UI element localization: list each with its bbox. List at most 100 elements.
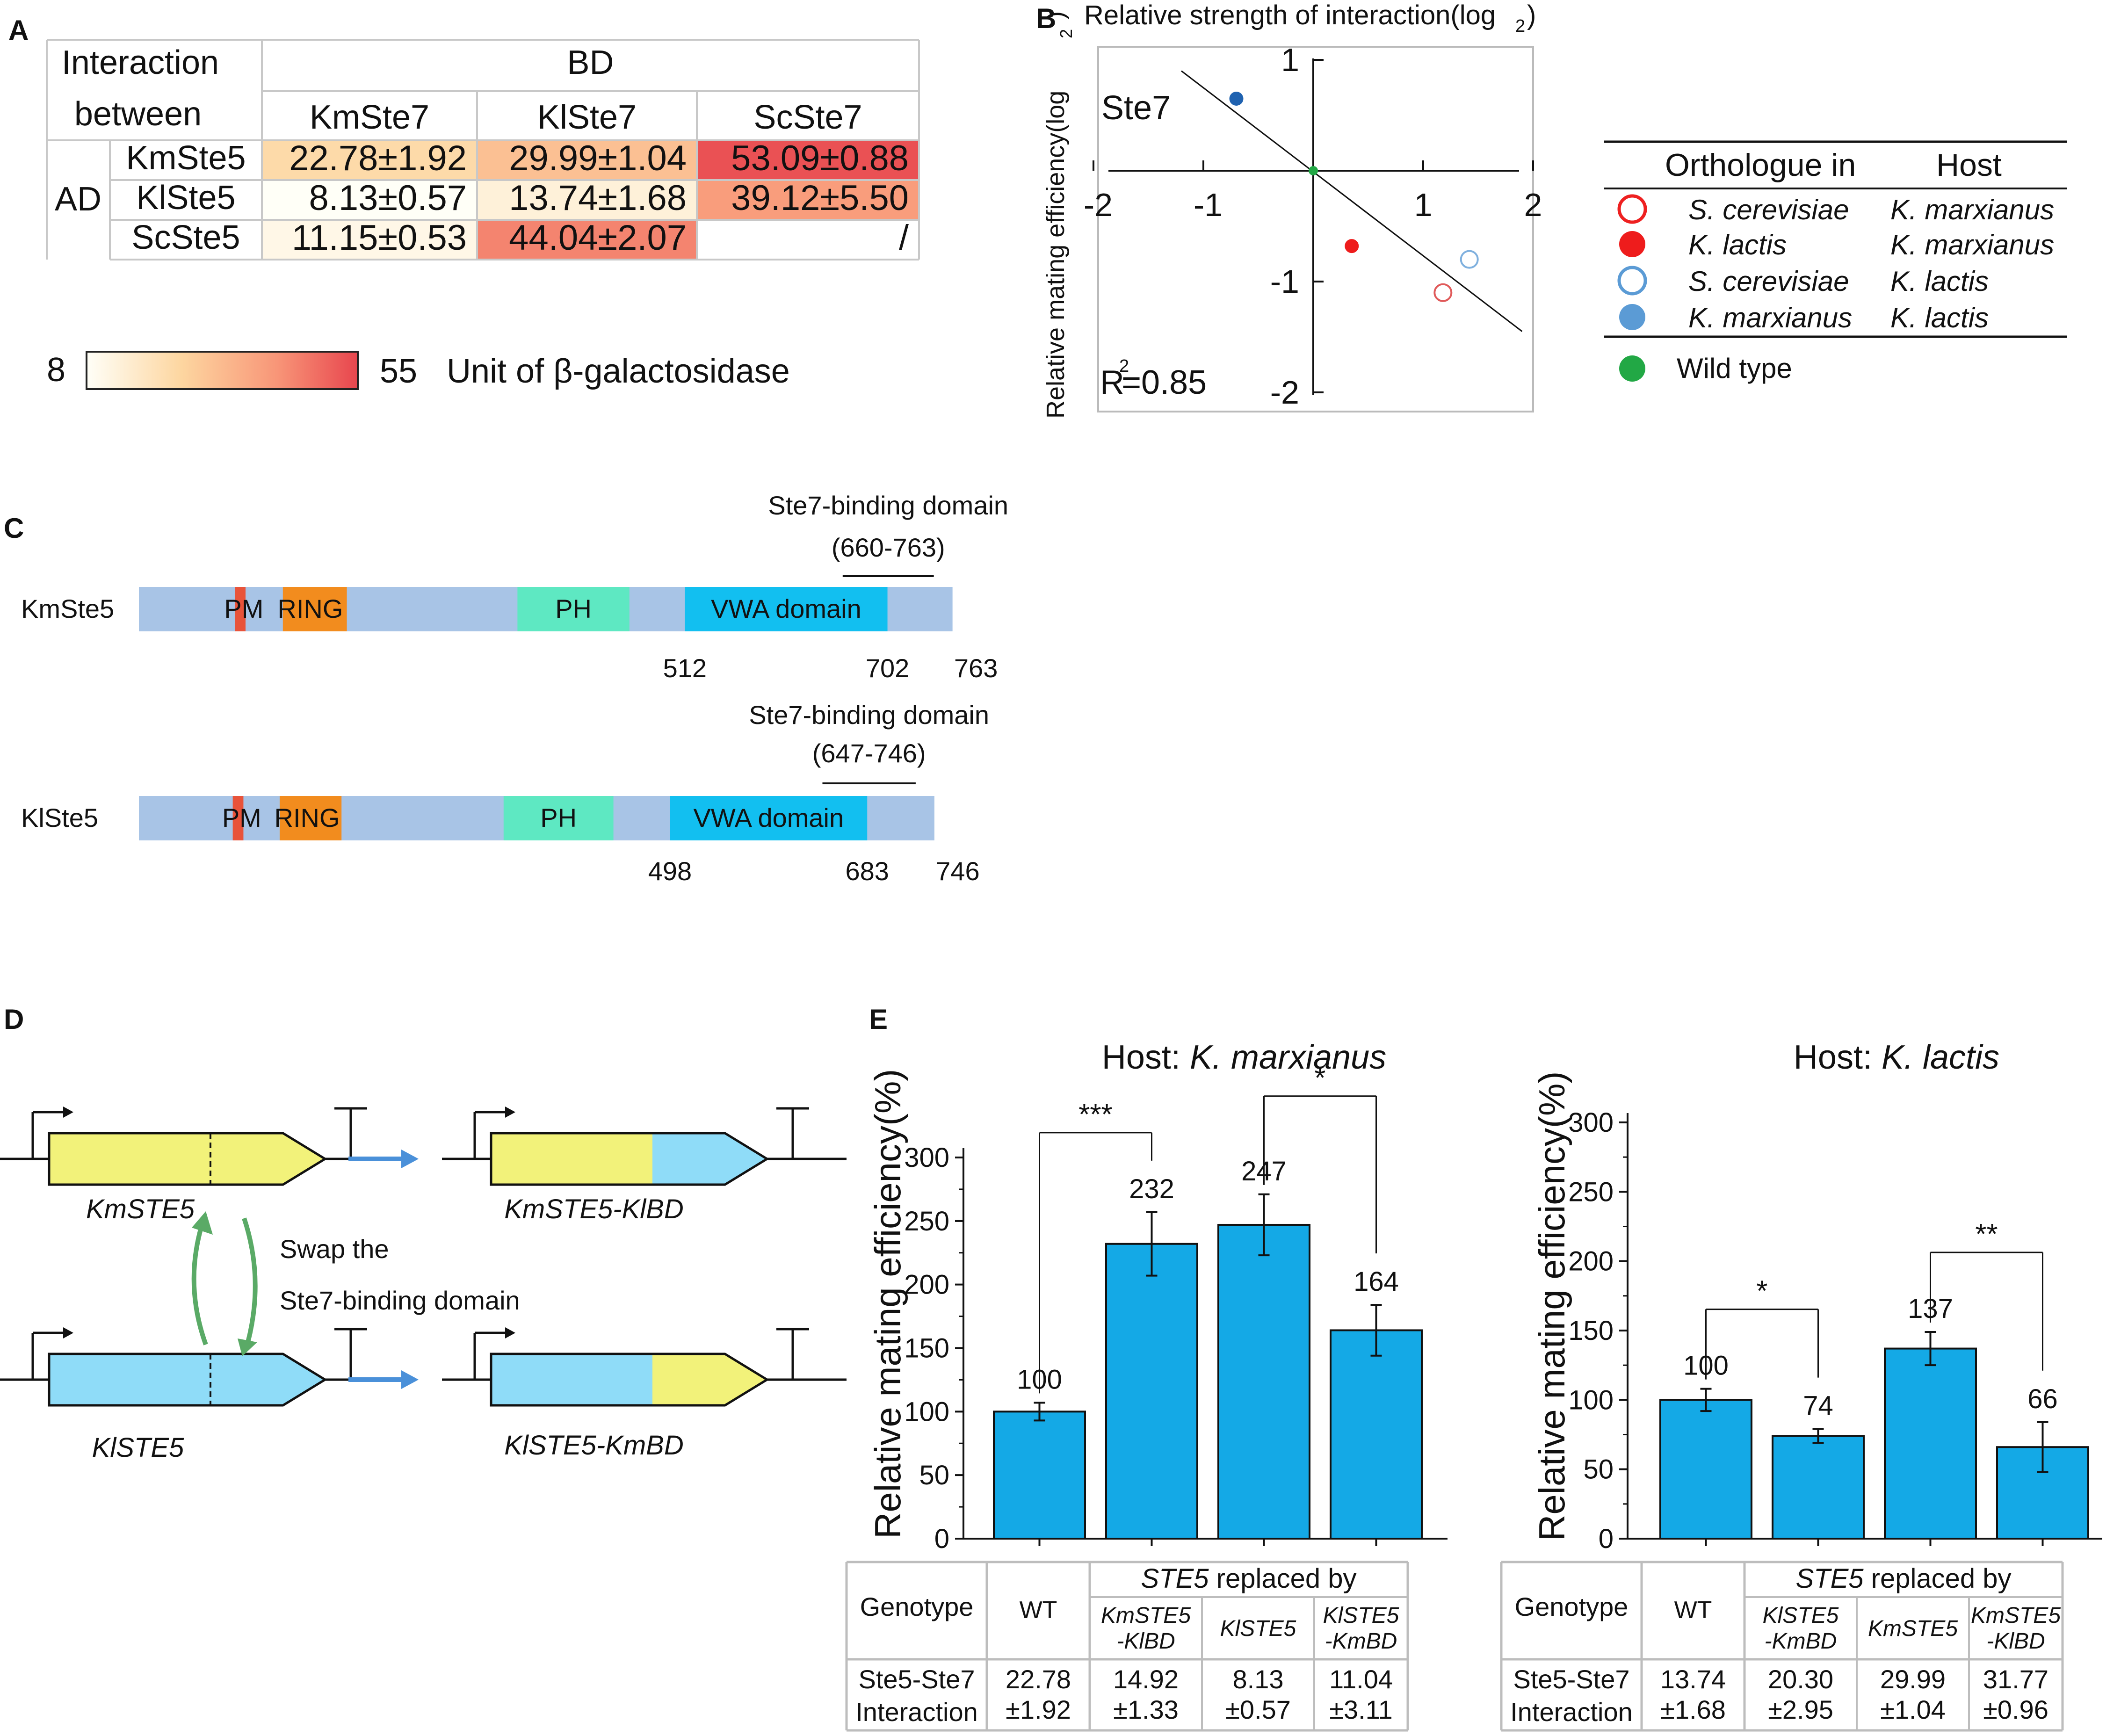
chart-title-end: )	[1527, 0, 1536, 30]
scale-unit-label: Unit of β-galactosidase	[447, 353, 790, 390]
heatmap-value: /	[899, 218, 909, 258]
gene-kmste5-klbd	[442, 1107, 847, 1186]
y-tick-label: 150	[1568, 1316, 1614, 1346]
y-tick-label: 300	[1568, 1107, 1614, 1138]
scale-max-label: 55	[380, 353, 417, 390]
legend-marker-wild-type	[1619, 355, 1645, 382]
promoter-arrowhead	[505, 1107, 515, 1118]
swap-arrow-up	[191, 1227, 208, 1345]
corner-header-line2: between	[74, 95, 202, 133]
domain-ring	[279, 796, 342, 840]
chart-title: Host: K. lactis	[1794, 1039, 1999, 1076]
y-axis-label: Relative mating efficiency(%)	[1531, 1071, 1572, 1541]
scatter-point	[1229, 91, 1244, 106]
legend-header-host: Host	[1936, 147, 2002, 183]
domain-label: RING	[277, 594, 343, 623]
gene-binding-domain-part	[652, 1354, 767, 1405]
domain-vwa-domain	[670, 796, 868, 840]
bar	[993, 1410, 1086, 1540]
y-tick-label: 150	[904, 1333, 949, 1364]
protein-name: KmSte5	[21, 594, 114, 623]
legend-host: K. marxianus	[1890, 229, 2054, 260]
y-axis-label: Relative mating efficiency(%)	[867, 1069, 908, 1539]
chart-title-species: K. marxianus	[1190, 1039, 1386, 1076]
panel-d: D KmSTE5 KmSTE5-KlBD KlSTE5 KlSTE5-KmBD Swap …	[0, 1004, 847, 1463]
scatter-point	[1345, 239, 1359, 253]
gene-body-part	[491, 1354, 652, 1405]
y-tick-label: 1	[1281, 42, 1299, 78]
y-axis-label-end: )	[1042, 11, 1070, 20]
table-wt-header: WT	[1020, 1597, 1057, 1624]
y-tick-label: 0	[1599, 1524, 1614, 1554]
table-column-header: KlSTE5	[1763, 1603, 1839, 1628]
table-column-header: KmSTE5	[1868, 1616, 1958, 1641]
table-interaction-value: 14.92	[1113, 1664, 1179, 1694]
table-replaced-header: STE5 replaced by	[1141, 1563, 1356, 1594]
gene-label: KlSTE5	[92, 1432, 184, 1463]
table-interaction-error: ±1.92	[1006, 1695, 1071, 1724]
panel-a: A Interaction between BD KmSte7 KlSte7 ScSte7 A…	[8, 14, 920, 390]
significance-stars: *	[1314, 1062, 1325, 1094]
scale-min-label: 8	[47, 351, 65, 389]
legend-species: K. marxianus	[1688, 302, 1852, 333]
plot-inner-label: Ste7	[1101, 89, 1171, 127]
chart-title-species: K. lactis	[1882, 1039, 1999, 1076]
table-column-header: KlSTE5	[1220, 1616, 1296, 1641]
protein-KlSte5: KlSte5 PM RING PH VWA domain Ste7-binding dom…	[21, 700, 989, 886]
y-tick-label: 200	[1568, 1246, 1614, 1277]
domain-ph	[517, 587, 630, 631]
gene-outline	[490, 1353, 769, 1407]
gene-body-part	[491, 1133, 652, 1185]
binding-domain-title: Ste7-binding domain	[749, 700, 989, 730]
gene-body	[49, 1354, 325, 1405]
table-interaction-error: ±0.96	[1983, 1695, 2048, 1724]
gene-klste5	[0, 1327, 405, 1407]
table-interaction-value: 31.77	[1983, 1664, 2048, 1694]
panel-label-a: A	[8, 14, 29, 46]
table-interaction-error: ±0.57	[1225, 1695, 1291, 1724]
domain-label: PH	[555, 594, 592, 623]
legend-header-orthologue: Orthologue in	[1665, 147, 1856, 183]
y-tick-label: 250	[904, 1206, 949, 1237]
panel-label-d: D	[4, 1004, 24, 1035]
table-replaced-gene: STE5	[1141, 1563, 1209, 1594]
heatmap-cell	[262, 140, 477, 180]
chart-title-prefix: Host:	[1794, 1039, 1882, 1076]
table-interaction-value: 11.04	[1329, 1664, 1393, 1694]
heatmap-cell	[477, 140, 697, 180]
table-replaced-gene: STE5	[1795, 1563, 1864, 1594]
y-tick-label: 50	[1583, 1454, 1614, 1485]
significance-stars: **	[1975, 1218, 1998, 1251]
r2-value: =0.85	[1122, 364, 1207, 401]
transform-arrow-head	[401, 1370, 419, 1389]
panel-c: C KmSte5 PM RING PH VWA domain Ste7-binding do…	[4, 491, 1008, 886]
promoter-arrowhead	[505, 1327, 515, 1338]
heatmap-value: 13.74±1.68	[509, 178, 687, 218]
protein-KmSte5: KmSte5 PM RING PH VWA domain Ste7-binding dom…	[21, 491, 1008, 683]
residue-tick-label: 763	[954, 653, 998, 683]
table-column-header: -KmBD	[1325, 1629, 1397, 1654]
legend-host: K. lactis	[1890, 302, 1989, 333]
y-tick-label: 50	[919, 1460, 949, 1490]
domain-label: VWA domain	[711, 594, 861, 623]
panel-label-e: E	[869, 1004, 888, 1035]
table-replaced-text: replaced by	[1209, 1563, 1357, 1594]
x-tick-label: -1	[1194, 187, 1223, 223]
table-column-header: -KlBD	[1116, 1629, 1175, 1654]
table-row-label: Interaction	[1510, 1697, 1633, 1727]
chart-title: Host: K. marxianus	[1102, 1039, 1386, 1076]
table-row-label: Ste5-Ste7	[1513, 1664, 1629, 1694]
y-tick-label: 300	[904, 1143, 949, 1173]
legend-species: S. cerevisiae	[1688, 194, 1849, 225]
table-row-label: Interaction	[855, 1697, 978, 1727]
scatter-point	[1433, 283, 1453, 302]
heatmap-cell	[262, 220, 477, 260]
gene-klste5-kmbd	[442, 1327, 847, 1407]
y-tick-label: -1	[1270, 263, 1299, 300]
domain-vwa-domain	[685, 587, 888, 631]
heatmap-value: 44.04±2.07	[509, 218, 687, 258]
bar-chart-1: Host: K. marxianus Relative mating effici…	[845, 1039, 1448, 1732]
y-tick-label: 0	[934, 1524, 949, 1554]
domain-label: VWA domain	[694, 803, 844, 832]
